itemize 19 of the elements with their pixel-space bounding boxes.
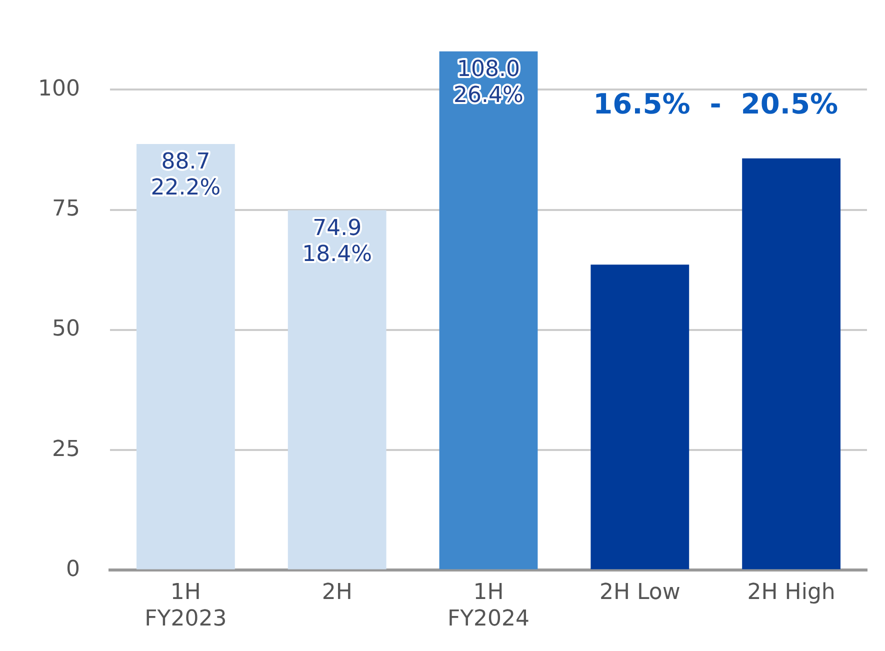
annotation: 16.5% - 20.5% — [593, 87, 838, 120]
x-tick-label: 2H High — [747, 580, 836, 606]
x-tick-label: 2H — [322, 580, 352, 606]
y-tick-label: 50 — [52, 316, 80, 342]
bar — [590, 264, 690, 570]
data-label: 74.9 18.4% — [302, 216, 372, 267]
y-tick-label: 100 — [38, 76, 80, 102]
bar — [742, 158, 841, 570]
data-label: 88.7 22.2% — [150, 150, 221, 201]
bar — [288, 210, 386, 570]
bar — [136, 144, 235, 570]
x-tick-label: 2H Low — [599, 580, 680, 606]
y-tick-label: 75 — [52, 196, 80, 222]
x-tick-label: 1H FY2024 — [447, 580, 530, 632]
data-label: 108.0 26.4% — [454, 56, 524, 108]
y-tick-label: 0 — [66, 556, 80, 582]
y-tick-label: 25 — [52, 436, 80, 462]
x-tick-label: 1H FY2023 — [144, 580, 227, 632]
bar — [439, 51, 538, 570]
